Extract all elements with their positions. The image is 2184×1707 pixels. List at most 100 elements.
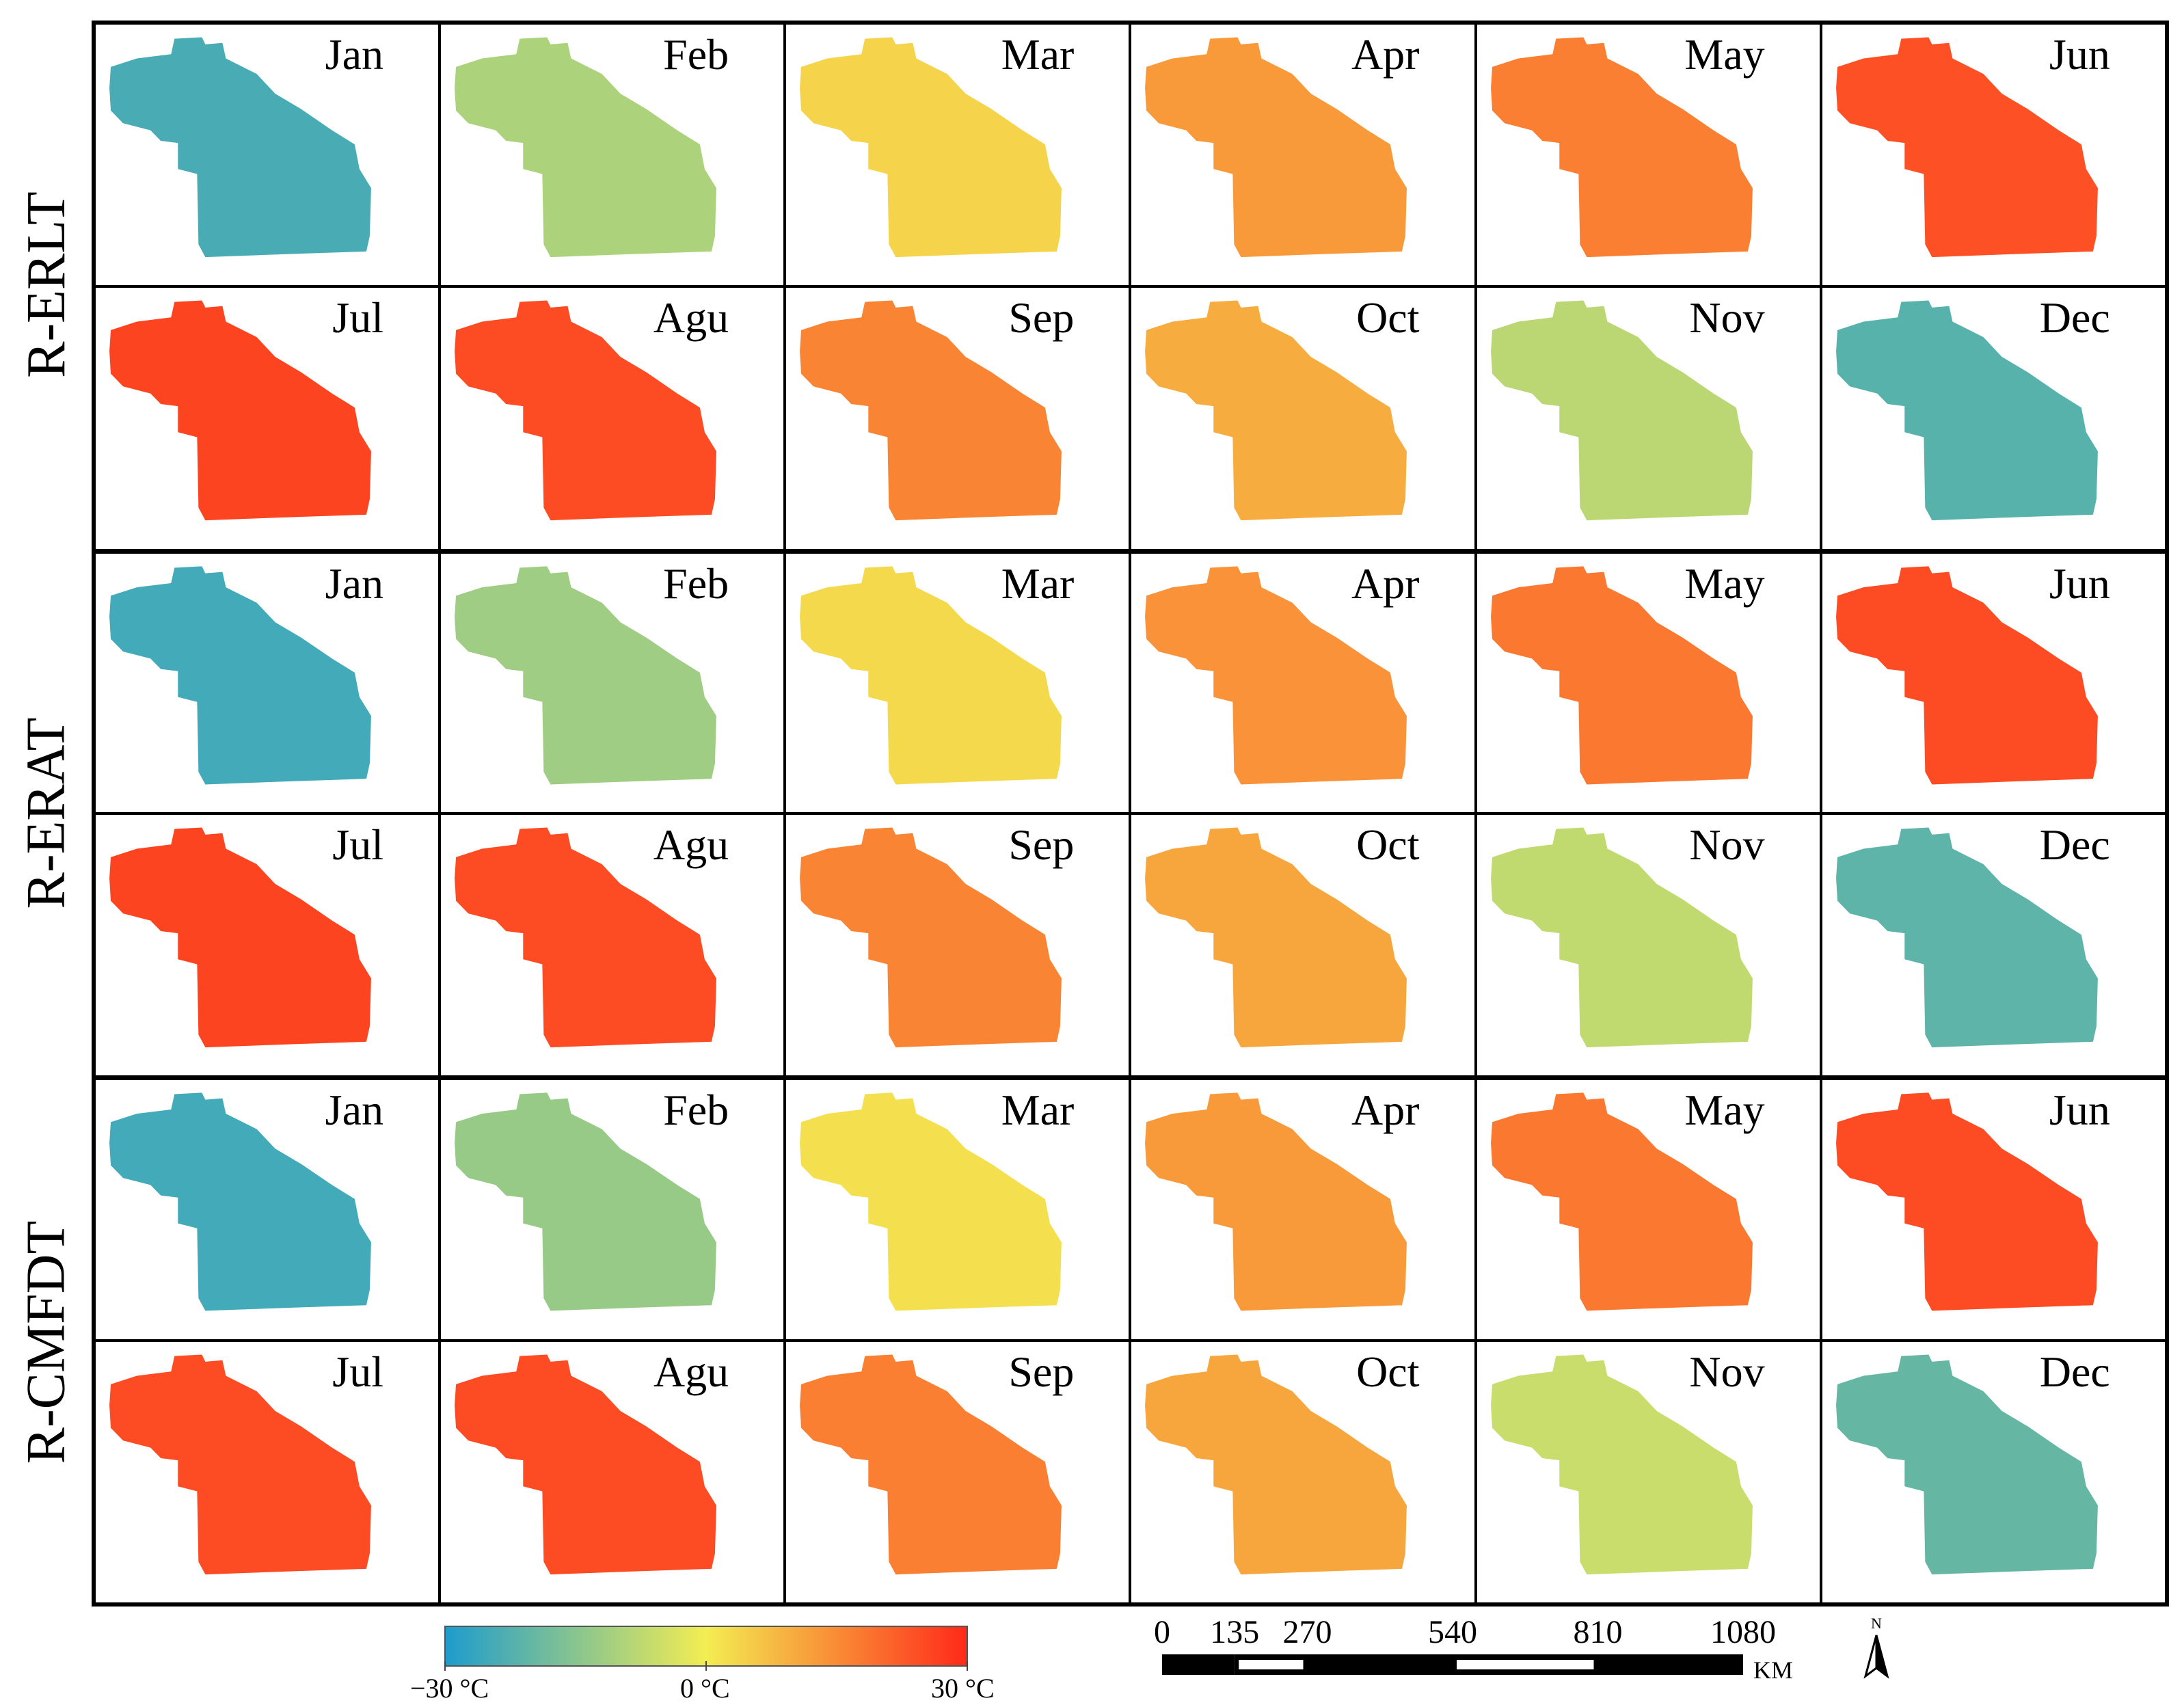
region-fill — [1835, 300, 2098, 521]
temperature-map — [800, 1354, 1062, 1574]
map-panel: Jan — [94, 1077, 440, 1341]
region-fill — [800, 37, 1062, 258]
month-label: Dec — [2039, 293, 2110, 342]
temperature-map — [1490, 566, 1753, 785]
temperature-map — [455, 1092, 717, 1311]
legend-max-label: 30 °C — [931, 1673, 995, 1704]
month-label: Feb — [663, 1086, 729, 1135]
month-label: May — [1684, 1086, 1765, 1135]
region-fill — [1490, 566, 1753, 785]
month-label: Oct — [1356, 293, 1420, 342]
month-label: Jan — [325, 30, 383, 79]
map-grid: Jan Feb Mar Apr May Jun Jul Agu Sep Oct Nov Dec Jan F… — [92, 21, 2169, 1607]
region-fill — [1835, 827, 2098, 1048]
region-fill — [455, 1354, 717, 1574]
month-label: Apr — [1351, 30, 1420, 79]
temperature-legend — [444, 1626, 968, 1667]
scale-bar-label: 1080 — [1710, 1614, 1776, 1650]
region-fill — [455, 827, 717, 1048]
month-label: Dec — [2039, 820, 2110, 869]
month-label: Agu — [653, 820, 729, 869]
temperature-map — [1835, 827, 2098, 1048]
map-panel: Apr — [1130, 1077, 1476, 1341]
temperature-map — [800, 300, 1062, 521]
temperature-map — [1835, 1354, 2098, 1574]
region-fill — [1835, 37, 2098, 258]
legend-mid-label: 0 °C — [680, 1673, 730, 1704]
month-label: Feb — [663, 559, 729, 608]
region-fill — [1145, 37, 1407, 258]
region-fill — [455, 300, 717, 521]
scale-bar-segment — [1307, 1654, 1453, 1675]
month-label: Nov — [1689, 1347, 1765, 1396]
map-panel: Jan — [94, 550, 440, 814]
month-label: Apr — [1351, 559, 1420, 608]
region-fill — [455, 566, 717, 785]
map-panel: Jun — [1820, 23, 2166, 287]
month-label: Sep — [1008, 820, 1075, 869]
map-panel: Apr — [1130, 550, 1476, 814]
temperature-map — [455, 1354, 717, 1574]
region-fill — [1835, 1354, 2098, 1574]
row-group-label: R-ERAT — [5, 549, 87, 1077]
map-panel: Sep — [785, 814, 1131, 1077]
map-panel: Mar — [785, 1077, 1131, 1341]
temperature-map — [1490, 827, 1753, 1048]
temperature-map — [455, 566, 717, 785]
temperature-map — [109, 37, 371, 258]
scale-bar — [1162, 1654, 1743, 1675]
map-panel: Feb — [440, 1077, 785, 1341]
temperature-map — [109, 1354, 371, 1574]
legend-min-label: −30 °C — [410, 1673, 489, 1704]
region-fill — [1490, 1092, 1753, 1311]
scale-bar-segment — [1162, 1654, 1235, 1675]
map-panel: Feb — [440, 550, 785, 814]
map-panel: Mar — [785, 550, 1131, 814]
temperature-map — [109, 1092, 371, 1311]
scale-bar-label: 810 — [1573, 1614, 1623, 1650]
month-label: Jun — [2049, 1086, 2110, 1135]
map-panel: Apr — [1130, 23, 1476, 287]
temperature-map — [109, 566, 371, 785]
scale-bar-segment-inner — [1457, 1660, 1594, 1669]
month-label: Nov — [1689, 820, 1765, 869]
map-panel: Jun — [1820, 1077, 2166, 1341]
temperature-map — [1835, 566, 2098, 785]
month-label: Nov — [1689, 293, 1765, 342]
month-label: Jun — [2049, 30, 2110, 79]
map-panel: May — [1475, 1077, 1821, 1341]
temperature-map — [109, 300, 371, 521]
legend-tick-min — [444, 1661, 446, 1671]
region-fill — [800, 1092, 1062, 1311]
temperature-map — [800, 827, 1062, 1048]
region-fill — [109, 300, 371, 521]
scale-bar-label: 270 — [1282, 1614, 1332, 1650]
scale-bar-label: 135 — [1210, 1614, 1260, 1650]
temperature-map — [1145, 827, 1407, 1048]
region-fill — [455, 37, 717, 258]
north-arrow-icon: N — [1863, 1615, 1889, 1679]
scale-bar-label: 540 — [1428, 1614, 1477, 1650]
temperature-map — [1490, 300, 1753, 521]
temperature-map — [800, 566, 1062, 785]
region-fill — [1490, 1354, 1753, 1574]
month-label: Mar — [1001, 559, 1075, 608]
region-fill — [1835, 566, 2098, 785]
temperature-map — [1145, 1092, 1407, 1311]
row-group-label-text: R-ERLT — [16, 191, 77, 378]
map-panel: Jul — [94, 286, 440, 550]
map-panel: Feb — [440, 23, 785, 287]
map-panel: Mar — [785, 23, 1131, 287]
map-panel: Agu — [440, 1340, 785, 1604]
region-fill — [1145, 1354, 1407, 1574]
temperature-map — [1145, 300, 1407, 521]
temperature-map — [800, 1092, 1062, 1311]
map-panel: Oct — [1130, 286, 1476, 550]
month-label: May — [1684, 559, 1765, 608]
month-label: Jan — [325, 559, 383, 608]
month-label: Jun — [2049, 559, 2110, 608]
region-fill — [1835, 1092, 2098, 1311]
month-label: Feb — [663, 30, 729, 79]
region-fill — [800, 827, 1062, 1048]
region-fill — [109, 827, 371, 1048]
